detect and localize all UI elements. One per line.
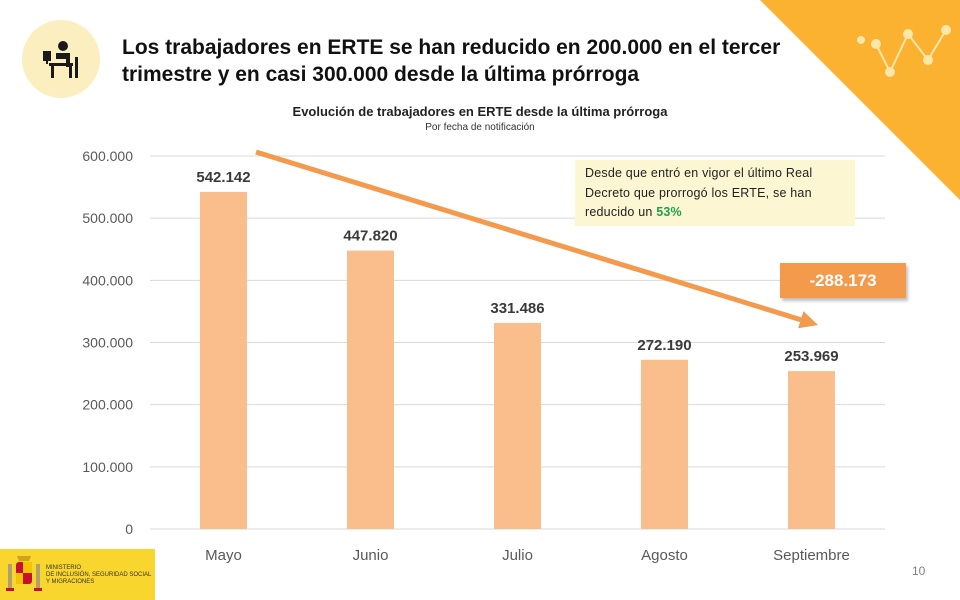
- callout-highlight: 53%: [656, 205, 682, 219]
- ministry-logo: [0, 549, 155, 600]
- spain-coat-of-arms-icon: [6, 556, 42, 591]
- y-tick-label: 400.000: [82, 272, 133, 288]
- y-tick-label: 0: [125, 521, 133, 537]
- chart-subtitle: Por fecha de notificación: [425, 122, 535, 133]
- trend-arrow-line: [255, 149, 802, 323]
- data-label: 272.190: [637, 337, 691, 354]
- bar: [494, 322, 541, 529]
- callout-text: Desde que entró en vigor el último Real …: [585, 166, 813, 219]
- trend-arrow-head: [798, 311, 818, 329]
- y-tick-label: 200.000: [82, 397, 133, 413]
- y-tick-label: 600.000: [82, 148, 133, 164]
- bar: [641, 359, 688, 529]
- y-tick-label: 300.000: [82, 335, 133, 351]
- bar: [788, 371, 835, 529]
- worker-at-desk-icon: [22, 20, 100, 98]
- x-tick-label: Septiembre: [773, 547, 850, 564]
- data-label: 331.486: [490, 300, 544, 317]
- page-number: 10: [912, 564, 926, 578]
- slide-headline: Los trabajadores en ERTE se han reducido…: [122, 36, 781, 86]
- chart-title: Evolución de trabajadores en ERTE desde …: [292, 104, 668, 119]
- data-label: 542.142: [196, 169, 250, 186]
- delta-badge: -288.173: [780, 263, 906, 298]
- x-tick-label: Julio: [502, 547, 533, 564]
- y-tick-label: 500.000: [82, 210, 133, 226]
- ministry-name: MINISTERIO DE INCLUSIÓN, SEGURIDAD SOCIA…: [46, 565, 152, 585]
- reduction-callout: Desde que entró en vigor el último Real …: [575, 160, 855, 226]
- y-tick-label: 100.000: [82, 459, 133, 475]
- bar: [347, 250, 394, 530]
- x-tick-label: Junio: [353, 547, 389, 564]
- x-tick-label: Mayo: [205, 547, 242, 564]
- bar: [200, 191, 247, 529]
- data-label: 253.969: [784, 348, 838, 365]
- x-tick-label: Agosto: [641, 547, 688, 564]
- data-label: 447.820: [343, 228, 397, 245]
- corner-decoration: [760, 0, 960, 200]
